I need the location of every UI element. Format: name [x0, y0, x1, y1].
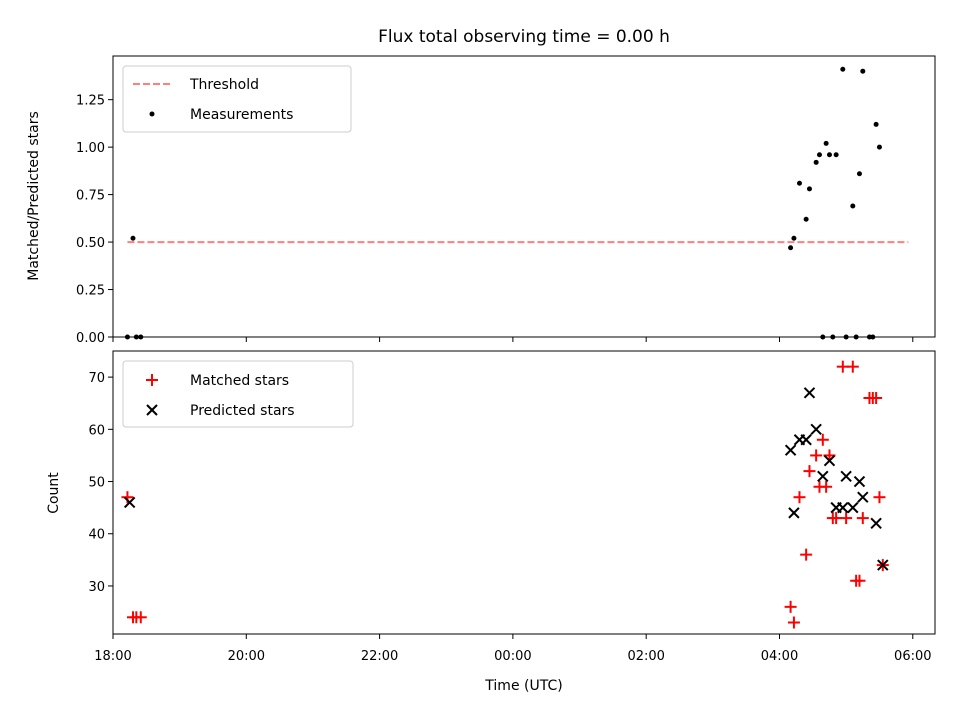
predicted-point [837, 501, 849, 514]
matched-point [840, 512, 853, 525]
predicted-point [823, 454, 836, 467]
top-legend: Threshold Measurements [122, 65, 352, 133]
measurement-point [816, 152, 822, 158]
predicted-point [788, 507, 800, 519]
x-tick-label: 02:00 [627, 649, 664, 664]
predicted-point [817, 470, 829, 483]
y-tick-label: 0.75 [76, 189, 105, 204]
bottom-axis-ticks: 30 40 50 60 70 18:00 20:00 22:00 00:00 02:00 04:00… [88, 371, 931, 664]
predicted-point [840, 470, 852, 483]
legend-predicted-label: Predicted stars [190, 403, 295, 419]
predicted-point [800, 434, 812, 446]
predicted-legend-swatch [146, 404, 158, 416]
measurement-point [860, 68, 866, 74]
top-plot-frame [112, 55, 936, 338]
matched-point [784, 600, 797, 613]
chart-title: Flux total observing time = 0.00 h [378, 27, 670, 47]
x-tick-label: 06:00 [894, 649, 931, 664]
matched-point [873, 491, 886, 504]
measurement-point [803, 216, 809, 222]
x-tick-label: 20:00 [228, 649, 265, 664]
top-axis-ticks: 0.00 0.25 0.50 0.75 1.00 1.25 [76, 94, 914, 346]
measurement-point [788, 245, 794, 251]
bottom-legend: Matched stars Predicted stars [122, 360, 354, 428]
y-tick-label: 0.50 [76, 236, 105, 251]
matched-point [820, 480, 833, 493]
x-tick-label: 18:00 [94, 649, 131, 664]
matched-point [870, 391, 883, 404]
legend-measurements-label: Measurements [190, 107, 293, 123]
measurement-point [840, 66, 846, 72]
bottom-plot-marks [121, 360, 889, 629]
matched-point [800, 548, 813, 561]
y-tick-label: 1.25 [76, 94, 105, 109]
x-axis-label: Time (UTC) [484, 678, 562, 694]
measurement-point [806, 186, 812, 192]
measurement-point [813, 159, 819, 165]
y-tick-label: 30 [88, 580, 105, 595]
matched-point [853, 574, 866, 587]
bottom-plot-frame [112, 350, 936, 635]
top-panel: Flux total observing time = 0.00 h Match… [26, 27, 936, 346]
bottom-legend-box [122, 360, 354, 428]
predicted-point [803, 387, 816, 399]
y-tick-label: 50 [88, 476, 105, 491]
y-tick-label: 70 [88, 371, 105, 386]
measurement-point [796, 180, 802, 186]
y-tick-label: 60 [88, 423, 105, 438]
measurement-point [826, 152, 832, 158]
predicted-point [853, 475, 866, 488]
measurement-point [850, 203, 856, 209]
measurement-point [791, 235, 797, 241]
measurement-point [873, 121, 879, 127]
predicted-point [810, 423, 822, 436]
bottom-panel: Count Time (UTC) 30 40 50 60 70 18:00 20:00 22:… [46, 350, 936, 694]
matched-point [856, 512, 869, 525]
predicted-point [784, 444, 797, 456]
matched-point [793, 491, 806, 504]
matched-point [846, 360, 859, 373]
y-tick-label: 40 [88, 528, 105, 543]
matched-legend-swatch [146, 374, 158, 386]
x-tick-label: 04:00 [761, 649, 798, 664]
matched-point [803, 465, 816, 478]
legend-threshold-label: Threshold [189, 77, 259, 93]
measurement-point [856, 171, 862, 177]
y-tick-label: 0.25 [76, 284, 105, 299]
y-tick-label: 0.00 [76, 331, 105, 346]
measurements-legend-swatch [149, 111, 155, 117]
matched-point [816, 433, 829, 446]
matched-point [134, 611, 147, 624]
predicted-point [123, 496, 136, 509]
measurement-point [130, 235, 136, 241]
top-legend-box [122, 65, 352, 133]
predicted-point [857, 491, 869, 503]
matched-point [787, 616, 800, 629]
measurement-point [833, 152, 839, 158]
y-tick-label: 1.00 [76, 141, 105, 156]
x-tick-label: 00:00 [494, 649, 531, 664]
top-plot-marks [124, 66, 909, 340]
measurement-point [823, 140, 829, 146]
predicted-point [877, 559, 889, 571]
predicted-point [870, 517, 882, 530]
measurement-point [876, 144, 882, 150]
x-tick-label: 22:00 [361, 649, 398, 664]
top-y-axis-label: Matched/Predicted stars [26, 111, 42, 281]
predicted-point [847, 501, 859, 514]
legend-matched-label: Matched stars [190, 373, 289, 389]
bottom-y-axis-label: Count [46, 472, 62, 514]
matched-point [810, 449, 823, 462]
